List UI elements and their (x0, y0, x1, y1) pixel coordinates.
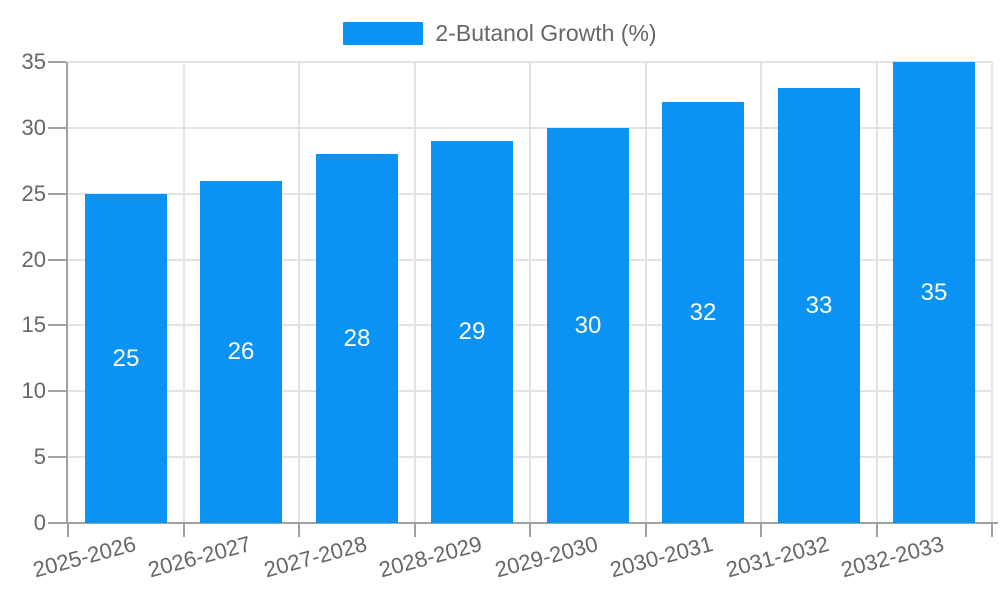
y-axis-tick (48, 456, 66, 458)
x-axis-tick (67, 523, 69, 537)
y-axis-tick (48, 390, 66, 392)
bar-value-label: 30 (574, 311, 602, 339)
y-axis-tick (48, 193, 66, 195)
legend-swatch-icon (343, 21, 424, 45)
x-axis-tick (529, 523, 531, 537)
x-gridline (760, 62, 762, 523)
x-axis-tick (298, 523, 300, 537)
bar-2026-2027[interactable]: 26 (200, 181, 282, 523)
y-tick-label: 5 (33, 444, 46, 469)
legend[interactable]: 2-Butanol Growth (%) (0, 18, 1000, 48)
x-axis-tick (876, 523, 878, 537)
x-axis-tick (183, 523, 185, 537)
y-axis-tick (48, 259, 66, 261)
bar-2031-2032[interactable]: 33 (778, 88, 860, 523)
bar-value-label: 28 (343, 324, 371, 352)
x-axis-tick (760, 523, 762, 537)
x-axis-tick (414, 523, 416, 537)
bar-2028-2029[interactable]: 29 (431, 141, 513, 523)
bar-2029-2030[interactable]: 30 (547, 128, 629, 523)
y-axis-line (66, 62, 68, 523)
bar-2032-2033[interactable]: 35 (893, 62, 975, 523)
x-gridline (298, 62, 300, 523)
bar-value-label: 26 (227, 338, 255, 365)
x-axis-line (66, 522, 998, 524)
x-gridline (183, 62, 185, 523)
bar-value-label: 33 (805, 291, 833, 319)
x-axis-tick (645, 523, 647, 537)
bar-value-label: 35 (920, 278, 948, 306)
bar-2027-2028[interactable]: 28 (316, 154, 398, 523)
x-gridline (529, 62, 531, 523)
y-axis-tick (48, 127, 66, 129)
x-axis-tick (991, 523, 993, 537)
bar-2030-2031[interactable]: 32 (662, 102, 744, 523)
y-axis-tick (48, 324, 66, 326)
y-axis-tick (48, 522, 66, 524)
bar-2025-2026[interactable]: 25 (85, 194, 167, 523)
bar-value-label: 32 (689, 298, 717, 326)
legend-label: 2-Butanol Growth (%) (435, 19, 657, 46)
y-tick-label: 35 (21, 49, 46, 74)
x-gridline (645, 62, 647, 523)
x-gridline (876, 62, 878, 523)
y-tick-label: 10 (21, 378, 46, 403)
x-gridline (414, 62, 416, 523)
y-tick-label: 15 (21, 312, 46, 337)
bar-value-label: 25 (112, 344, 140, 372)
y-tick-label: 20 (21, 247, 46, 272)
bar-value-label: 29 (458, 318, 486, 345)
x-gridline (991, 62, 993, 523)
y-tick-label: 0 (33, 510, 46, 535)
y-tick-label: 30 (21, 115, 46, 140)
y-tick-label: 25 (21, 181, 46, 206)
y-axis-tick (48, 61, 66, 63)
